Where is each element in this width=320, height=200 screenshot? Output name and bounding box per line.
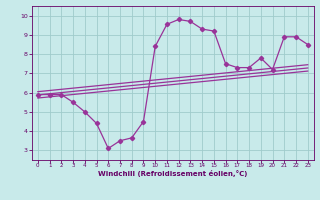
X-axis label: Windchill (Refroidissement éolien,°C): Windchill (Refroidissement éolien,°C) — [98, 170, 247, 177]
